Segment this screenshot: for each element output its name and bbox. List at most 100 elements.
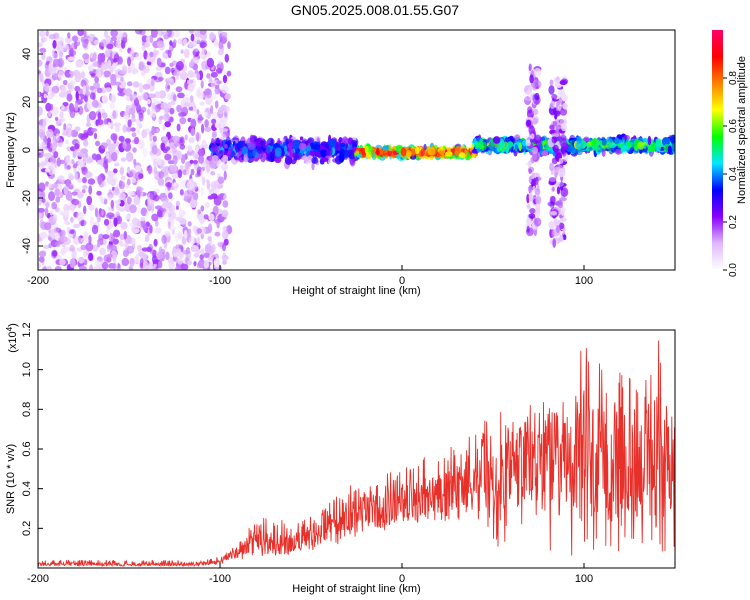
heatmap-cell (88, 65, 94, 72)
heatmap-cell (189, 159, 194, 164)
heatmap-cell (204, 244, 212, 254)
heatmap-cell (126, 178, 131, 186)
heatmap-cell (106, 244, 113, 250)
heatmap-cell (353, 142, 357, 147)
heatmap-cell (48, 61, 54, 69)
heatmap-cell (80, 79, 87, 88)
heatmap-cell (85, 242, 94, 252)
heatmap-cell (205, 96, 213, 105)
heatmap-cell (86, 157, 94, 163)
heatmap-cell (38, 124, 44, 131)
heatmap-cell (106, 226, 110, 235)
heatmap-cell (204, 119, 209, 128)
heatmap-cell (149, 132, 153, 142)
heatmap-cell (507, 141, 514, 148)
heatmap-cell (617, 144, 623, 149)
heatmap-cell (190, 118, 197, 129)
heatmap-cell (153, 158, 157, 167)
heatmap-cell (56, 36, 64, 45)
heatmap-cell (100, 210, 104, 216)
heatmap-cell (198, 154, 205, 164)
heatmap-cell (583, 136, 590, 142)
heatmap-cell (210, 71, 218, 78)
heatmap-cell (76, 191, 84, 199)
heatmap-cell (135, 253, 139, 262)
heatmap-cell (203, 214, 209, 220)
heatmap-cell (71, 250, 77, 260)
heatmap-cell (200, 186, 204, 196)
heatmap-cell (562, 234, 567, 241)
heatmap-cell (92, 53, 97, 62)
heatmap-cell (162, 125, 166, 131)
heatmap-cell (55, 133, 60, 142)
heatmap-cell (180, 179, 187, 189)
heatmap-cell (187, 83, 195, 92)
heatmap-cell (173, 69, 181, 77)
heatmap-cell (92, 244, 99, 252)
heatmap-cell (71, 159, 75, 165)
heatmap-cell (86, 250, 90, 256)
heatmap-cell (200, 32, 208, 41)
heatmap-cell (120, 175, 126, 181)
heatmap-cell (127, 235, 132, 244)
heatmap-cell (84, 171, 93, 179)
heatmap-cell (162, 210, 170, 218)
heatmap-cell (127, 56, 132, 67)
heatmap-cell (554, 110, 561, 117)
heatmap-cell (99, 247, 107, 256)
heatmap-cell (129, 204, 137, 214)
heatmap-cell (111, 151, 118, 162)
heatmap-cell (38, 250, 47, 258)
heatmap-cell (438, 146, 446, 156)
heatmap-cell (183, 48, 190, 59)
heatmap-cell (97, 111, 102, 122)
colorbar (712, 30, 723, 270)
heatmap-cell (667, 145, 672, 155)
heatmap-cell (206, 51, 212, 57)
heatmap-cell (256, 138, 262, 146)
heatmap-cell (560, 217, 567, 222)
heatmap-cell (112, 238, 119, 245)
heatmap-cell (265, 147, 271, 157)
heatmap-cell (47, 110, 52, 117)
heatmap-cell (180, 49, 184, 54)
snr-y-tick-label: 0.4 (21, 481, 33, 496)
heatmap-cell (479, 139, 483, 149)
heatmap-cell (213, 258, 221, 268)
heatmap-cell (169, 40, 173, 46)
heatmap-cell (188, 235, 196, 245)
heatmap-cell (206, 57, 215, 68)
heatmap-cell (197, 259, 206, 269)
heatmap-x-axis-label: Height of straight line (km) (292, 285, 420, 297)
heatmap-cell (55, 196, 61, 203)
heatmap-cell (284, 145, 288, 153)
heatmap-cell (45, 115, 49, 123)
heatmap-cell (91, 99, 99, 108)
heatmap-cell (71, 35, 79, 42)
heatmap-cell (219, 123, 224, 128)
heatmap-cell (70, 129, 79, 138)
heatmap-cell (177, 258, 184, 265)
heatmap-cell (148, 93, 156, 99)
heatmap-cell (110, 30, 118, 38)
heatmap-y-tick-label: -40 (21, 238, 33, 254)
heatmap-cell (207, 236, 212, 242)
heatmap-cell (113, 229, 121, 238)
heatmap-cell (637, 141, 645, 150)
heatmap-cell (103, 218, 110, 226)
heatmap-cell (44, 157, 50, 163)
heatmap-x-tick-label: 0 (399, 275, 405, 287)
heatmap-cell (541, 150, 549, 157)
heatmap-cell (559, 137, 567, 148)
snr-y-tick-label: 1.0 (21, 362, 33, 377)
heatmap-feature (524, 63, 542, 237)
heatmap-cell (83, 249, 88, 258)
heatmap-cell (73, 40, 78, 50)
heatmap-cell (292, 152, 298, 159)
heatmap-cell (529, 74, 534, 84)
heatmap-cell (234, 156, 238, 161)
heatmap-cell (270, 153, 275, 162)
heatmap-cell (38, 129, 46, 138)
heatmap-cells (38, 30, 675, 270)
heatmap-cell (175, 61, 184, 71)
